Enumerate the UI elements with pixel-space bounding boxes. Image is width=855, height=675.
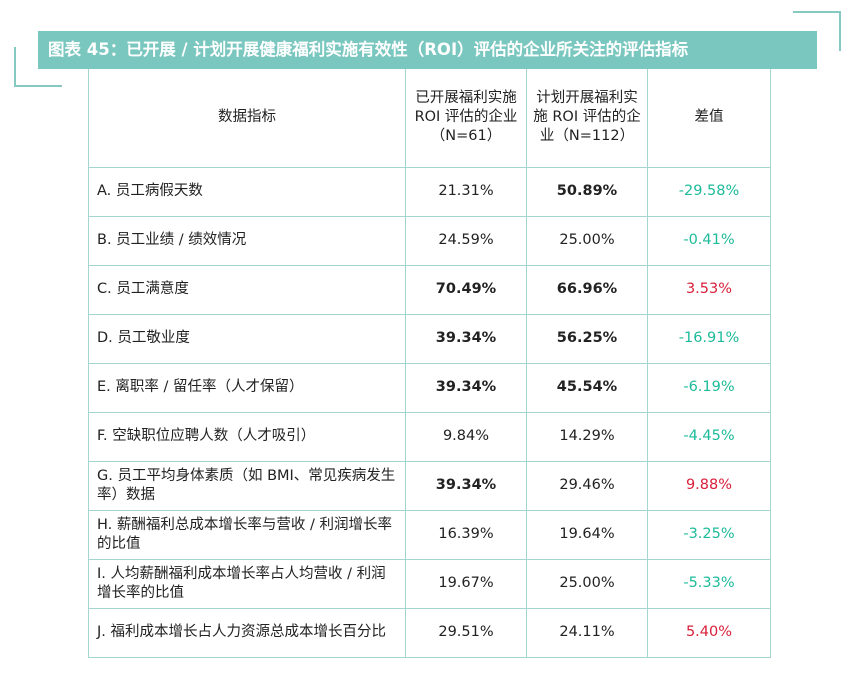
table-row: A. 员工病假天数 21.31% 50.89% -29.58%: [88, 166, 771, 217]
metric-cell: C. 员工满意度: [88, 264, 406, 315]
diff-value-cell: 3.53%: [647, 264, 771, 315]
table-row: B. 员工业绩 / 绩效情况 24.59% 25.00% -0.41%: [88, 215, 771, 266]
table-row: D. 员工敬业度 39.34% 56.25% -16.91%: [88, 313, 771, 364]
table-row: E. 离职率 / 留任率（人才保留） 39.34% 45.54% -6.19%: [88, 362, 771, 413]
table-header-row: 数据指标 已开展福利实施 ROI 评估的企业（N=61） 计划开展福利实施 RO…: [88, 69, 771, 168]
done-value-cell: 29.51%: [405, 607, 527, 658]
table-row: J. 福利成本增长占人力资源总成本增长百分比 29.51% 24.11% 5.4…: [88, 607, 771, 658]
planned-value-cell: 29.46%: [526, 460, 648, 511]
planned-value-cell: 56.25%: [526, 313, 648, 364]
metric-cell: B. 员工业绩 / 绩效情况: [88, 215, 406, 266]
decorative-corner-left: [14, 47, 62, 87]
diff-value-cell: -6.19%: [647, 362, 771, 413]
done-value-cell: 70.49%: [405, 264, 527, 315]
header-diff: 差值: [647, 69, 771, 168]
metric-cell: F. 空缺职位应聘人数（人才吸引）: [88, 411, 406, 462]
planned-value-cell: 45.54%: [526, 362, 648, 413]
table-row: H. 薪酬福利总成本增长率与营收 / 利润增长率的比值 16.39% 19.64…: [88, 509, 771, 560]
done-value-cell: 9.84%: [405, 411, 527, 462]
planned-value-cell: 25.00%: [526, 215, 648, 266]
planned-value-cell: 14.29%: [526, 411, 648, 462]
metric-cell: E. 离职率 / 留任率（人才保留）: [88, 362, 406, 413]
done-value-cell: 21.31%: [405, 166, 527, 217]
metrics-table: 数据指标 已开展福利实施 ROI 评估的企业（N=61） 计划开展福利实施 RO…: [88, 69, 771, 658]
metric-cell: A. 员工病假天数: [88, 166, 406, 217]
planned-value-cell: 24.11%: [526, 607, 648, 658]
header-metric: 数据指标: [88, 69, 406, 168]
done-value-cell: 19.67%: [405, 558, 527, 609]
header-done: 已开展福利实施 ROI 评估的企业（N=61）: [405, 69, 527, 168]
planned-value-cell: 66.96%: [526, 264, 648, 315]
metric-cell: J. 福利成本增长占人力资源总成本增长百分比: [88, 607, 406, 658]
table-row: F. 空缺职位应聘人数（人才吸引） 9.84% 14.29% -4.45%: [88, 411, 771, 462]
diff-value-cell: -16.91%: [647, 313, 771, 364]
header-planned: 计划开展福利实施 ROI 评估的企业（N=112）: [526, 69, 648, 168]
diff-value-cell: 9.88%: [647, 460, 771, 511]
diff-value-cell: -29.58%: [647, 166, 771, 217]
done-value-cell: 16.39%: [405, 509, 527, 560]
figure-title: 图表 45：已开展 / 计划开展健康福利实施有效性（ROI）评估的企业所关注的评…: [38, 31, 817, 69]
table-row: I. 人均薪酬福利成本增长率占人均营收 / 利润增长率的比值 19.67% 25…: [88, 558, 771, 609]
table-row: G. 员工平均身体素质（如 BMI、常见疾病发生率）数据 39.34% 29.4…: [88, 460, 771, 511]
done-value-cell: 39.34%: [405, 460, 527, 511]
done-value-cell: 39.34%: [405, 362, 527, 413]
metric-cell: H. 薪酬福利总成本增长率与营收 / 利润增长率的比值: [88, 509, 406, 560]
planned-value-cell: 19.64%: [526, 509, 648, 560]
diff-value-cell: 5.40%: [647, 607, 771, 658]
diff-value-cell: -5.33%: [647, 558, 771, 609]
metric-cell: G. 员工平均身体素质（如 BMI、常见疾病发生率）数据: [88, 460, 406, 511]
diff-value-cell: -0.41%: [647, 215, 771, 266]
planned-value-cell: 50.89%: [526, 166, 648, 217]
planned-value-cell: 25.00%: [526, 558, 648, 609]
done-value-cell: 24.59%: [405, 215, 527, 266]
metric-cell: I. 人均薪酬福利成本增长率占人均营收 / 利润增长率的比值: [88, 558, 406, 609]
metric-cell: D. 员工敬业度: [88, 313, 406, 364]
done-value-cell: 39.34%: [405, 313, 527, 364]
diff-value-cell: -3.25%: [647, 509, 771, 560]
decorative-corner-right: [793, 11, 841, 51]
table-row: C. 员工满意度 70.49% 66.96% 3.53%: [88, 264, 771, 315]
diff-value-cell: -4.45%: [647, 411, 771, 462]
